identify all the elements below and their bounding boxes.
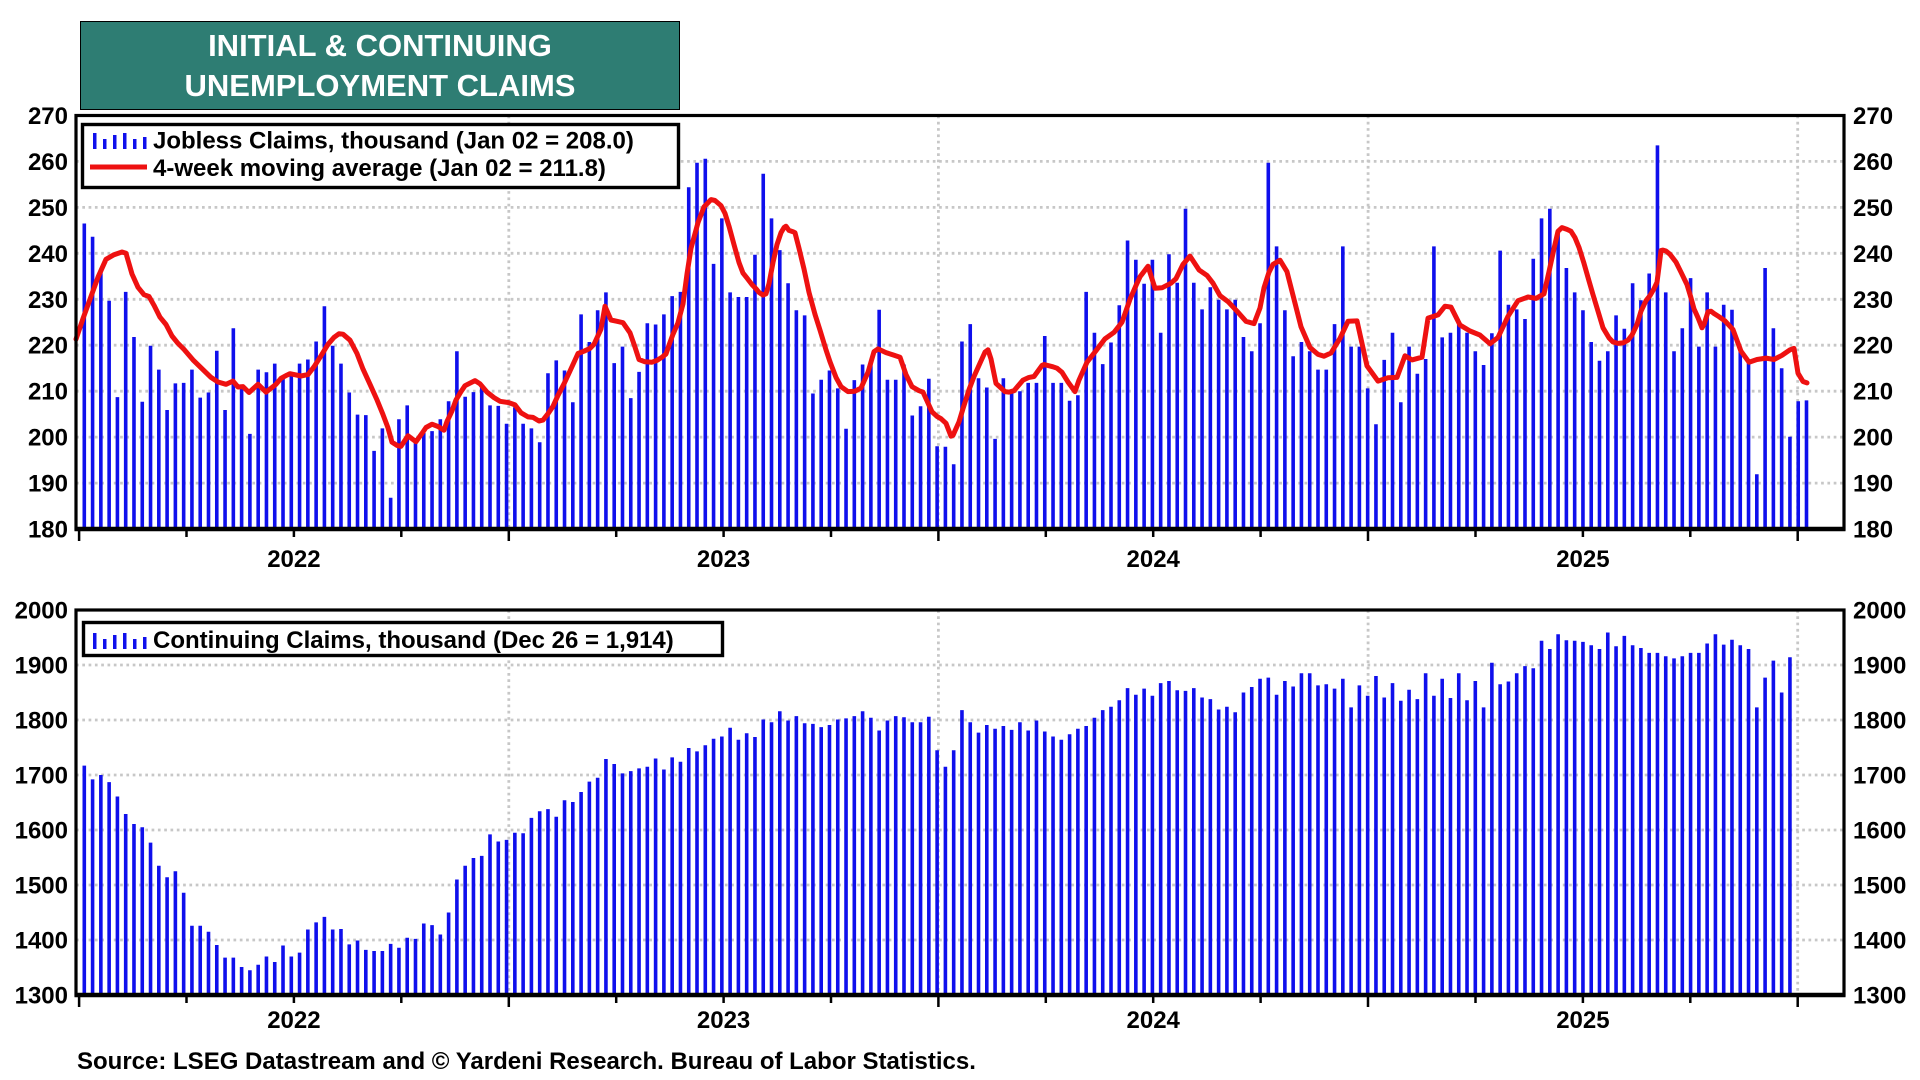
svg-text:Jobless Claims, thousand (Jan: Jobless Claims, thousand (Jan 02 = 208.0…: [153, 128, 634, 155]
svg-text:210: 210: [1853, 379, 1893, 406]
svg-text:180: 180: [28, 517, 68, 544]
svg-text:210: 210: [28, 379, 68, 406]
svg-text:260: 260: [28, 149, 68, 176]
svg-text:2023: 2023: [697, 1007, 750, 1034]
svg-text:1700: 1700: [15, 763, 68, 790]
svg-text:2025: 2025: [1556, 1007, 1609, 1034]
svg-text:1300: 1300: [1853, 983, 1906, 1010]
svg-text:270: 270: [28, 103, 68, 130]
svg-text:250: 250: [1853, 195, 1893, 222]
svg-text:1500: 1500: [1853, 873, 1906, 900]
svg-text:1700: 1700: [1853, 763, 1906, 790]
svg-text:220: 220: [1853, 333, 1893, 360]
svg-text:2023: 2023: [697, 546, 750, 573]
svg-text:2000: 2000: [15, 598, 68, 625]
svg-text:2022: 2022: [267, 1007, 320, 1034]
svg-text:250: 250: [28, 195, 68, 222]
svg-text:4-week moving average (Jan 02: 4-week moving average (Jan 02 = 211.8): [153, 155, 606, 182]
svg-text:200: 200: [1853, 425, 1893, 452]
svg-text:1800: 1800: [15, 708, 68, 735]
svg-text:1900: 1900: [15, 653, 68, 680]
svg-text:240: 240: [1853, 241, 1893, 268]
svg-text:Continuing Claims, thousand (D: Continuing Claims, thousand (Dec 26 = 1,…: [153, 627, 674, 654]
svg-text:Source: LSEG Datastream and ©: Source: LSEG Datastream and © Yardeni Re…: [77, 1048, 976, 1075]
svg-text:1600: 1600: [15, 818, 68, 845]
svg-text:230: 230: [1853, 287, 1893, 314]
svg-text:220: 220: [28, 333, 68, 360]
svg-text:240: 240: [28, 241, 68, 268]
svg-text:1400: 1400: [15, 928, 68, 955]
svg-text:2000: 2000: [1853, 598, 1906, 625]
svg-text:180: 180: [1853, 517, 1893, 544]
svg-text:190: 190: [28, 471, 68, 498]
svg-text:1900: 1900: [1853, 653, 1906, 680]
svg-text:2024: 2024: [1127, 546, 1181, 573]
svg-text:200: 200: [28, 425, 68, 452]
svg-text:230: 230: [28, 287, 68, 314]
svg-text:270: 270: [1853, 103, 1893, 130]
svg-text:2025: 2025: [1556, 546, 1609, 573]
svg-text:1400: 1400: [1853, 928, 1906, 955]
svg-text:1600: 1600: [1853, 818, 1906, 845]
svg-text:1800: 1800: [1853, 708, 1906, 735]
svg-text:190: 190: [1853, 471, 1893, 498]
svg-text:2022: 2022: [267, 546, 320, 573]
svg-text:1300: 1300: [15, 983, 68, 1010]
svg-text:2024: 2024: [1127, 1007, 1181, 1034]
svg-text:260: 260: [1853, 149, 1893, 176]
svg-text:1500: 1500: [15, 873, 68, 900]
